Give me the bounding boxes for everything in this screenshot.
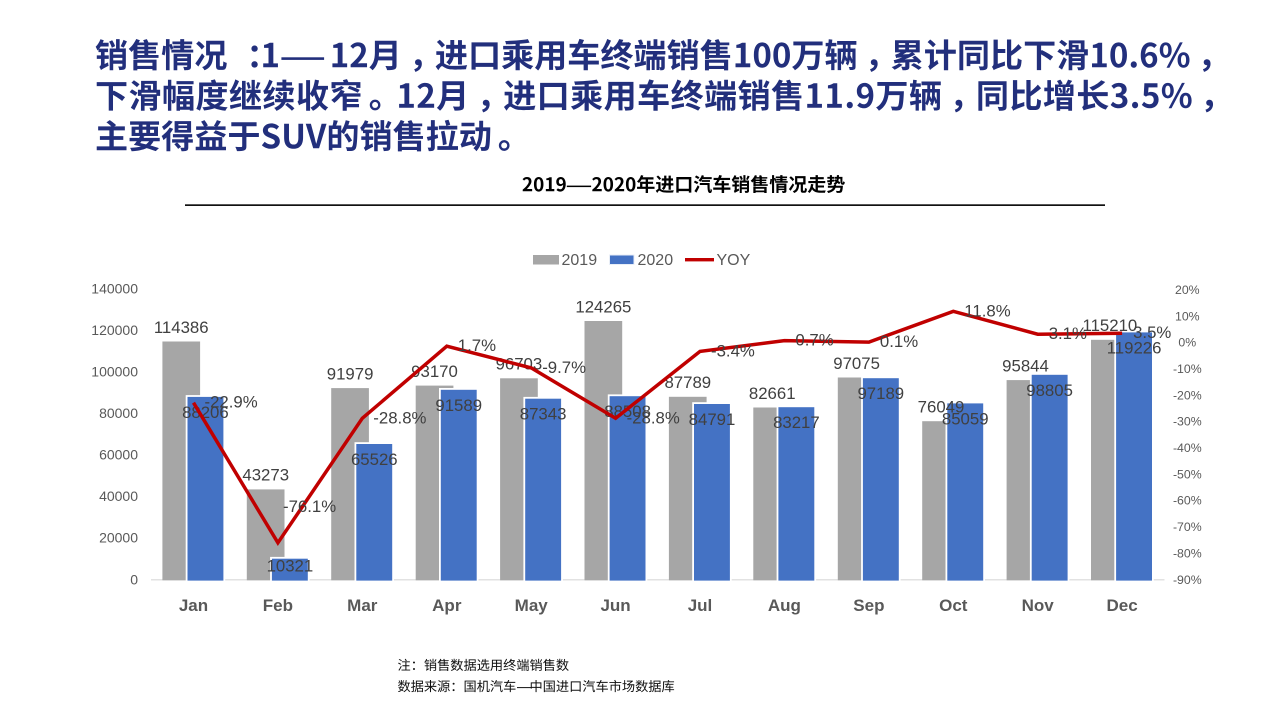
svg-text:Jan: Jan [179, 596, 208, 615]
svg-text:114386: 114386 [154, 318, 209, 337]
svg-text:Apr: Apr [432, 596, 462, 615]
svg-text:20%: 20% [1175, 283, 1200, 297]
svg-text:85059: 85059 [942, 409, 989, 428]
svg-text:2020: 2020 [638, 252, 674, 269]
svg-text:Mar: Mar [347, 596, 378, 615]
svg-text:119226: 119226 [1107, 338, 1162, 357]
svg-text:-28.8%: -28.8% [373, 408, 426, 427]
svg-text:91979: 91979 [327, 364, 374, 383]
svg-text:65526: 65526 [351, 450, 398, 469]
svg-text:20000: 20000 [99, 530, 138, 546]
svg-text:-70%: -70% [1173, 520, 1202, 534]
svg-text:10321: 10321 [267, 557, 314, 576]
svg-text:84791: 84791 [689, 410, 736, 429]
svg-text:Nov: Nov [1022, 596, 1055, 615]
svg-text:0.7%: 0.7% [795, 331, 833, 350]
svg-text:76049: 76049 [918, 398, 965, 417]
svg-text:83217: 83217 [773, 413, 820, 432]
svg-text:3.1%: 3.1% [1049, 324, 1087, 343]
svg-text:115210: 115210 [1083, 316, 1138, 335]
svg-text:-60%: -60% [1173, 494, 1202, 508]
svg-text:43273: 43273 [242, 466, 289, 485]
svg-text:-76.1%: -76.1% [283, 497, 336, 516]
svg-text:120000: 120000 [91, 322, 138, 338]
svg-text:124265: 124265 [575, 297, 631, 316]
svg-text:-30%: -30% [1173, 415, 1202, 429]
svg-text:10%: 10% [1175, 309, 1200, 323]
svg-text:-20%: -20% [1173, 388, 1202, 402]
svg-text:100000: 100000 [91, 363, 138, 379]
svg-text:-50%: -50% [1173, 467, 1202, 481]
svg-text:80000: 80000 [99, 405, 138, 421]
svg-text:2019: 2019 [562, 252, 598, 269]
svg-text:91589: 91589 [435, 396, 482, 415]
svg-text:40000: 40000 [99, 488, 138, 504]
svg-text:Feb: Feb [263, 596, 293, 615]
svg-text:-10%: -10% [1173, 362, 1202, 376]
svg-text:-9.7%: -9.7% [542, 358, 586, 377]
svg-text:Oct: Oct [939, 596, 968, 615]
svg-text:87343: 87343 [520, 405, 567, 424]
svg-text:-3.4%: -3.4% [711, 341, 755, 360]
svg-text:97189: 97189 [857, 384, 904, 403]
svg-text:Jul: Jul [688, 596, 713, 615]
svg-text:88206: 88206 [182, 403, 229, 422]
svg-text:60000: 60000 [99, 447, 138, 463]
svg-text:Dec: Dec [1107, 596, 1138, 615]
svg-text:Sep: Sep [853, 596, 884, 615]
svg-text:-80%: -80% [1173, 546, 1202, 560]
svg-text:0.1%: 0.1% [880, 332, 918, 351]
svg-text:3.5%: 3.5% [1133, 323, 1171, 342]
svg-text:97075: 97075 [833, 354, 880, 373]
svg-text:-28.8%: -28.8% [627, 408, 680, 427]
svg-text:YOY: YOY [717, 252, 751, 269]
svg-text:-40%: -40% [1173, 441, 1202, 455]
svg-text:98805: 98805 [1026, 381, 1073, 400]
svg-text:Jun: Jun [600, 596, 630, 615]
svg-text:87789: 87789 [664, 373, 711, 392]
svg-text:11.8%: 11.8% [964, 301, 1010, 320]
svg-text:-90%: -90% [1173, 573, 1202, 587]
svg-text:-22.9%: -22.9% [205, 393, 258, 412]
svg-text:0: 0 [130, 571, 138, 587]
svg-text:1.7%: 1.7% [458, 336, 496, 355]
svg-text:Aug: Aug [768, 596, 801, 615]
svg-text:May: May [515, 596, 549, 615]
svg-text:95844: 95844 [1002, 356, 1049, 375]
svg-text:0%: 0% [1178, 336, 1196, 350]
svg-text:140000: 140000 [91, 280, 138, 296]
svg-text:82661: 82661 [749, 384, 796, 403]
